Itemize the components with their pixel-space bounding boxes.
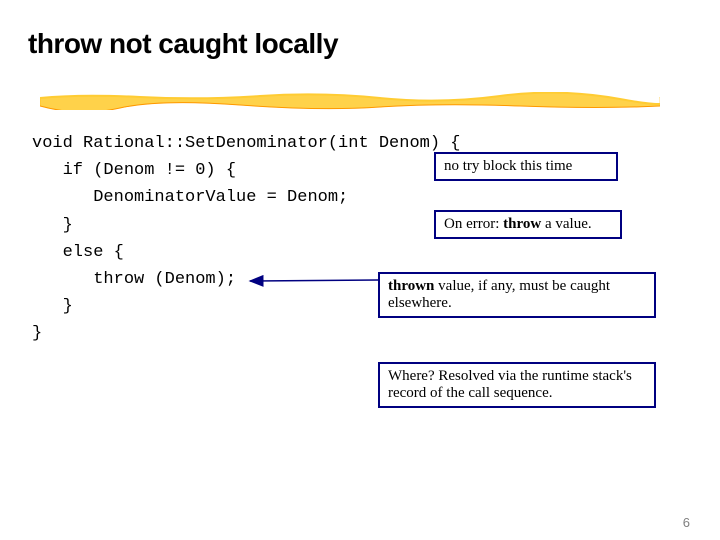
annotation-text-post: a value. [541, 216, 591, 232]
annotation-resolved-runtime: Where? Resolved via the runtime stack's … [378, 362, 656, 408]
annotation-thrown-caught-elsewhere: thrown value, if any, must be caught els… [378, 272, 656, 318]
code-line-2: if (Denom != 0) { [32, 161, 236, 180]
title-underline [40, 92, 660, 110]
code-line-4: } [32, 216, 73, 235]
annotation-text-bold: thrown [388, 278, 434, 294]
slide-title: throw not caught locally [28, 28, 338, 60]
annotation-text-bold: throw [503, 216, 541, 232]
code-line-7: } [32, 297, 73, 316]
code-line-1: void Rational::SetDenominator(int Denom)… [32, 134, 460, 153]
annotation-no-try-block: no try block this time [434, 152, 618, 181]
code-line-3: DenominatorValue = Denom; [32, 188, 348, 207]
code-line-6: throw (Denom); [32, 270, 236, 289]
code-line-5: else { [32, 243, 124, 262]
annotation-text-pre: On error: [444, 216, 503, 232]
annotation-text: Where? Resolved via the runtime stack's … [388, 368, 632, 401]
annotation-text: no try block this time [444, 158, 572, 174]
page-number: 6 [683, 515, 690, 530]
annotation-on-error-throw: On error: throw a value. [434, 210, 622, 239]
code-line-8: } [32, 324, 42, 343]
